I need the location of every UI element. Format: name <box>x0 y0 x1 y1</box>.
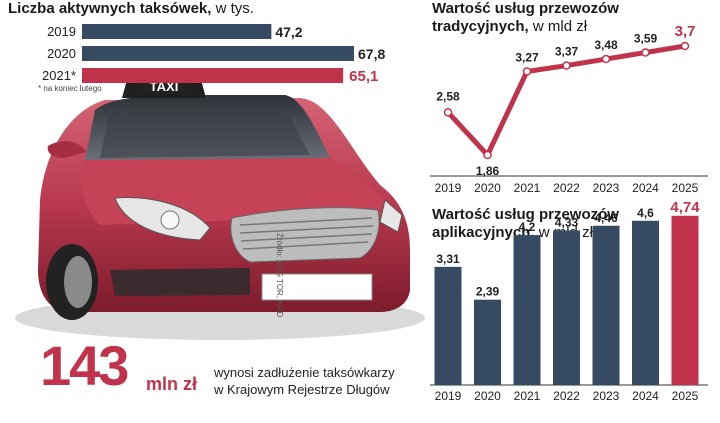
bar <box>82 46 354 61</box>
bar-value-label: 3,31 <box>436 252 460 266</box>
data-point <box>601 54 611 64</box>
data-point <box>522 67 532 76</box>
bar-category-label: 2020 <box>47 46 76 61</box>
bar <box>592 225 620 385</box>
bar-value-label: 65,1 <box>349 68 378 85</box>
debt-description: wynosi zadłużenie taksówkarzy w Krajowym… <box>214 364 395 398</box>
x-tick-label: 2023 <box>593 389 620 403</box>
traditional-title: Wartość usług przewozów tradycyjnych, w … <box>432 0 619 35</box>
x-tick-label: 2023 <box>593 181 620 195</box>
x-tick-label: 2024 <box>632 389 659 403</box>
bar <box>671 215 699 385</box>
bar <box>632 220 659 385</box>
bar <box>82 68 344 83</box>
data-point <box>483 150 492 160</box>
x-tick-label: 2020 <box>474 389 501 403</box>
bar <box>553 230 580 385</box>
debt-value: 143 <box>40 334 129 397</box>
bar-value-label: 4,2 <box>519 220 536 234</box>
data-point <box>680 41 690 51</box>
x-tick-label: 2021 <box>514 389 541 403</box>
data-label: 3,27 <box>515 50 539 64</box>
data-label: 3,7 <box>675 23 696 40</box>
bar-category-label: 2019 <box>47 24 76 39</box>
data-point <box>443 108 453 117</box>
data-label: 3,59 <box>634 32 658 46</box>
bar-category-label: 2021* <box>42 68 76 83</box>
footnote: * na koniec lutego <box>38 84 102 93</box>
data-label: 2,58 <box>436 89 460 103</box>
bar-value-label: 67,8 <box>358 46 385 62</box>
taxi-count-title: Liczba aktywnych taksówek, w tys. <box>8 0 254 17</box>
debt-unit: mln zł <box>146 374 198 394</box>
data-label: 1,86 <box>476 164 500 178</box>
bar <box>474 299 501 385</box>
x-tick-label: 2020 <box>474 181 501 195</box>
bar-value-label: 4,46 <box>594 211 618 225</box>
debt-line-2: w Krajowym Rejestrze Długów <box>214 382 390 397</box>
bar-value-label: 4,33 <box>555 215 579 229</box>
bar-value-label: 47,2 <box>275 24 302 40</box>
data-label: 3,48 <box>594 38 618 52</box>
data-point <box>562 61 571 70</box>
bar <box>513 235 541 385</box>
source-label: Źródło: ZDG TOR, KRD <box>275 233 284 318</box>
bar <box>434 266 462 385</box>
x-tick-label: 2025 <box>672 181 699 195</box>
bar-value-label: 4,74 <box>670 199 700 216</box>
x-tick-label: 2025 <box>672 389 699 403</box>
data-label: 3,37 <box>555 45 579 59</box>
data-point <box>641 48 650 57</box>
x-tick-label: 2019 <box>435 389 462 403</box>
bar-value-label: 4,6 <box>637 206 654 220</box>
debt-line-1: wynosi zadłużenie taksówkarzy <box>214 365 395 380</box>
x-tick-label: 2022 <box>553 389 580 403</box>
bar <box>82 24 272 39</box>
bar-value-label: 2,39 <box>476 285 500 299</box>
x-tick-label: 2021 <box>514 181 541 195</box>
app-based-title: Wartość usług przewozów aplikacyjnych, w… <box>432 206 619 241</box>
x-tick-label: 2024 <box>632 181 659 195</box>
x-tick-label: 2019 <box>435 181 462 195</box>
x-tick-label: 2022 <box>553 181 580 195</box>
